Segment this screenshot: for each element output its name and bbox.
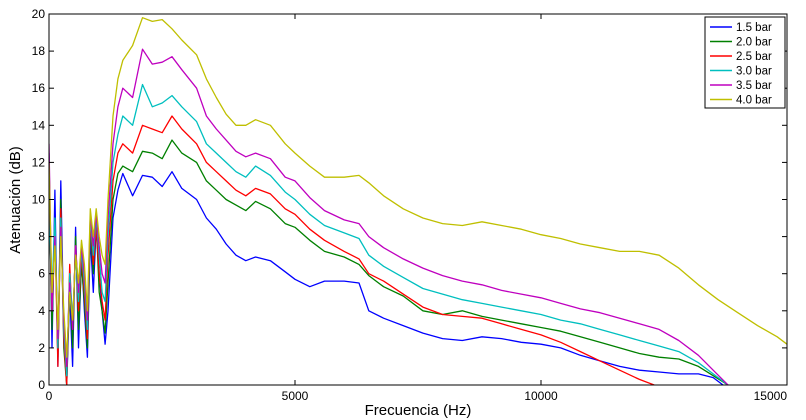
legend-label: 3.0 bar — [736, 66, 772, 78]
y-tick-label: 20 — [32, 7, 46, 21]
legend-label: 3.5 bar — [736, 80, 772, 92]
legend-label: 2.5 bar — [736, 51, 772, 63]
y-tick-label: 0 — [38, 378, 45, 392]
legend: 1.5 bar 2.0 bar 2.5 bar 3.0 bar 3.5 bar 4.0 b… — [705, 17, 785, 108]
y-tick-label: 6 — [38, 267, 45, 281]
legend-label: 2.0 bar — [736, 37, 772, 49]
legend-label: 1.5 bar — [736, 22, 772, 34]
y-tick-label: 14 — [32, 118, 46, 132]
y-tick-label: 2 — [38, 341, 45, 355]
y-tick-label: 4 — [38, 304, 45, 318]
y-tick-label: 8 — [38, 230, 45, 244]
x-tick-label: 5000 — [282, 389, 309, 403]
y-tick-label: 18 — [32, 44, 46, 58]
x-axis-label: Frecuencia (Hz) — [365, 402, 472, 419]
legend-label: 4.0 bar — [736, 95, 772, 107]
y-tick-label: 16 — [32, 81, 46, 95]
x-tick-label: 15000 — [754, 389, 788, 403]
y-axis-label: Atenuación (dB) — [7, 146, 24, 254]
y-tick-label: 12 — [32, 155, 46, 169]
y-tick-label: 10 — [32, 193, 46, 207]
x-tick-label: 10000 — [524, 389, 558, 403]
x-tick-label: 0 — [46, 389, 53, 403]
